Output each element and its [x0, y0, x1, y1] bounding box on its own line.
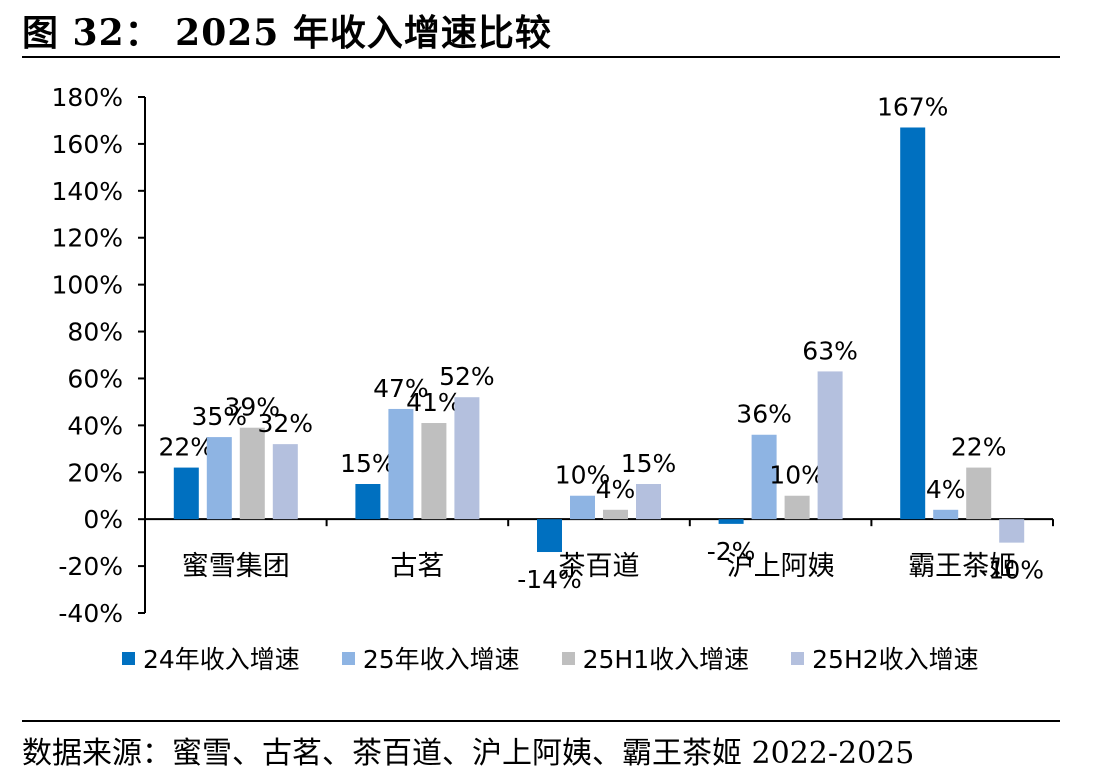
bar — [239, 427, 265, 520]
y-tick-label: -20% — [58, 552, 123, 581]
y-tick-label: 140% — [52, 177, 123, 206]
bar — [388, 408, 414, 520]
legend-label: 25H2收入增速 — [812, 645, 979, 674]
bar — [784, 495, 810, 520]
x-category-label: 蜜雪集团 — [182, 551, 290, 582]
bar — [421, 423, 447, 520]
data-label: 4% — [926, 475, 966, 504]
y-tick-label: -40% — [58, 599, 123, 628]
data-source-note: 数据来源：蜜雪、古茗、茶百道、沪上阿姨、霸王茶姬 2022-2025 — [22, 736, 915, 771]
y-tick-label: 80% — [67, 318, 123, 347]
y-tick-label: 160% — [52, 130, 123, 159]
legend-swatch — [341, 651, 355, 665]
bar — [636, 484, 661, 520]
bar — [206, 437, 232, 520]
y-tick-label: 100% — [52, 271, 123, 300]
bar — [751, 434, 777, 520]
data-label: -14% — [517, 565, 582, 594]
bar — [900, 127, 926, 520]
data-label: 47% — [373, 374, 429, 403]
x-category-label: 古茗 — [390, 551, 444, 582]
data-label: 36% — [736, 400, 792, 429]
title-rule — [22, 56, 1060, 58]
y-tick-label: 120% — [52, 224, 123, 253]
bar — [570, 495, 595, 520]
data-label: 4% — [596, 475, 636, 504]
chart-legend: 24年收入增速 25年收入增速 25H1收入增速 25H2收入增速 — [122, 640, 979, 676]
data-label: -10% — [979, 556, 1044, 585]
bar — [603, 509, 628, 520]
data-label: 15% — [621, 449, 677, 478]
legend-swatch — [791, 651, 805, 665]
bar — [718, 519, 744, 524]
y-tick-label: 180% — [52, 83, 123, 112]
data-label: 52% — [439, 362, 495, 391]
legend-swatch — [561, 651, 575, 665]
legend-item: 24年收入增速 — [122, 640, 300, 676]
y-tick-label: 0% — [83, 505, 123, 534]
data-label: 63% — [802, 336, 858, 365]
bar — [272, 444, 298, 520]
legend-label: 24年收入增速 — [143, 645, 300, 674]
y-tick-label: 20% — [67, 458, 123, 487]
x-category-label: 霸王茶姬 — [908, 551, 1016, 582]
bar — [173, 467, 199, 520]
bar — [933, 509, 959, 520]
bar — [999, 519, 1025, 543]
legend-swatch — [122, 651, 135, 665]
data-label: 39% — [225, 393, 281, 422]
data-label: 22% — [951, 433, 1007, 462]
x-category-label: 沪上阿姨 — [727, 551, 835, 582]
data-label: 10% — [769, 461, 825, 490]
figure-title: 图 32： 2025 年收入增速比较 — [22, 12, 552, 54]
data-label: 15% — [340, 449, 396, 478]
y-tick-label: 60% — [67, 364, 123, 393]
data-label: 22% — [159, 433, 215, 462]
data-label: -2% — [707, 537, 756, 566]
legend-item: 25年收入增速 — [341, 640, 520, 676]
data-label: 32% — [258, 409, 314, 438]
y-tick-label: 40% — [67, 411, 123, 440]
bar — [537, 519, 562, 553]
bar — [454, 397, 480, 520]
legend-label: 25H1收入增速 — [582, 645, 750, 674]
source-rule — [22, 720, 1060, 722]
data-label: 10% — [555, 461, 611, 490]
bar — [966, 467, 992, 520]
data-label: 41% — [406, 388, 462, 417]
legend-label: 25年收入增速 — [362, 645, 520, 674]
legend-item: 25H2收入增速 — [791, 640, 979, 676]
x-category-label: 茶百道 — [559, 551, 640, 582]
data-label: 167% — [877, 92, 948, 121]
data-label: 35% — [192, 402, 248, 431]
bar-chart: 180% 160% 140% 120% 100% 80% 60% 40% 20% 0% -20% -4… — [52, 83, 1054, 628]
legend-item: 25H1收入增速 — [561, 640, 750, 676]
bar — [355, 484, 381, 520]
bar — [817, 371, 843, 520]
